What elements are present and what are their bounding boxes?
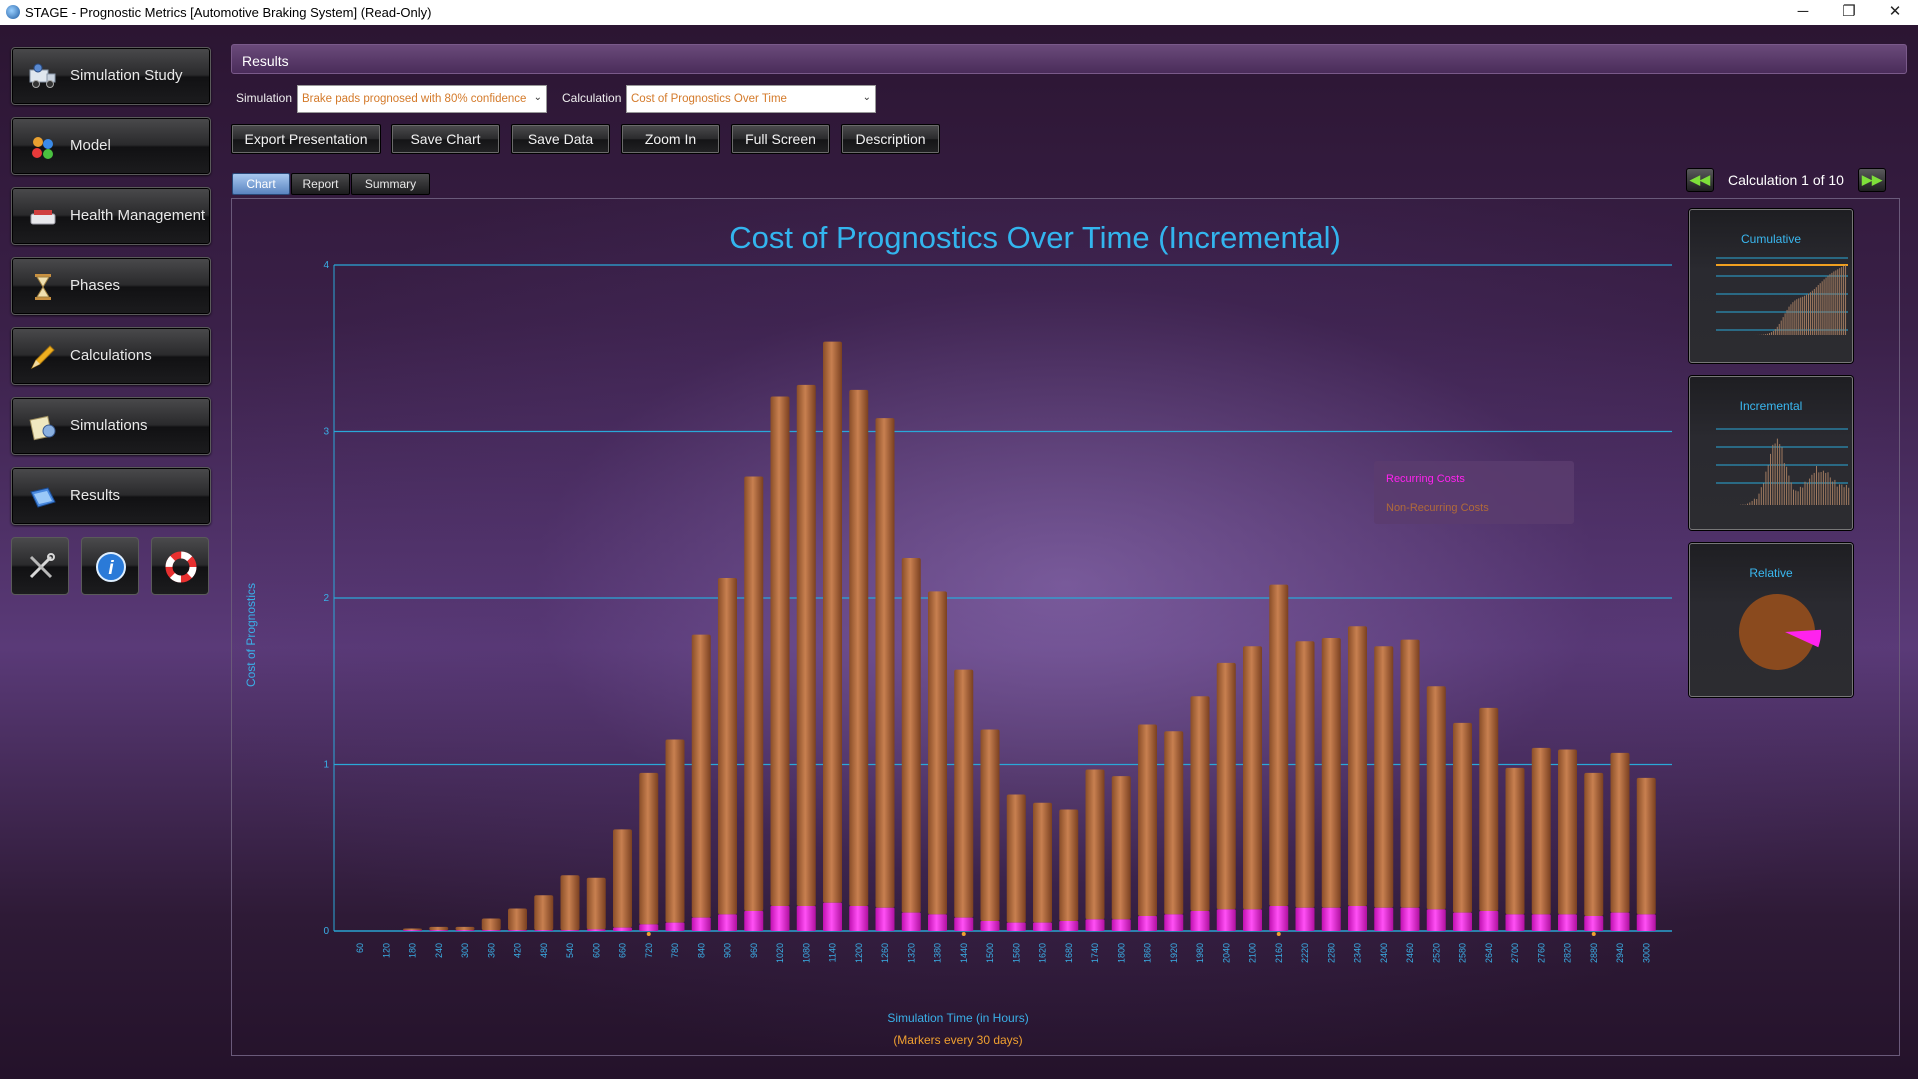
simulation-select[interactable]: Brake pads prognosed with 80% confidence…: [297, 85, 547, 113]
notepad-gear-icon: [29, 415, 56, 441]
truck-gear-icon: [29, 63, 56, 88]
zoom-in-button[interactable]: Zoom In: [621, 124, 720, 154]
sidebar-item-simulation-study[interactable]: Simulation Study: [11, 47, 211, 105]
app-icon: [6, 5, 20, 19]
sidebar-item-label: Model: [70, 137, 111, 154]
tools-button[interactable]: [11, 537, 69, 595]
chevron-down-icon: ⌄: [862, 92, 871, 103]
cumulative-mini-chart: [1716, 257, 1848, 335]
tab-chart[interactable]: Chart: [232, 173, 290, 195]
close-button[interactable]: ✕: [1888, 3, 1902, 20]
thumbnail-incremental[interactable]: Incremental: [1689, 376, 1853, 530]
calculation-label: Calculation: [562, 91, 622, 105]
help-button[interactable]: [151, 537, 209, 595]
svg-text:i: i: [108, 558, 114, 579]
thumbnail-title: Incremental: [1739, 399, 1803, 413]
pencil-icon: [30, 345, 55, 370]
chevron-down-icon: ⌄: [533, 92, 542, 103]
calculation-select[interactable]: Cost of Prognostics Over Time ⌄: [626, 85, 876, 113]
simulation-label: Simulation: [236, 91, 293, 105]
next-calculation-button[interactable]: ▶▶: [1858, 168, 1886, 192]
about-button[interactable]: i: [81, 537, 139, 595]
export-presentation-button[interactable]: Export Presentation: [231, 124, 381, 154]
sidebar-item-label: Health Management: [70, 207, 206, 224]
window-titlebar: STAGE - Prognostic Metrics [Automotive B…: [0, 0, 1918, 25]
tab-summary[interactable]: Summary: [351, 173, 430, 195]
lifebuoy-icon: [165, 551, 197, 583]
simulation-select-value: Brake pads prognosed with 80% confidence: [302, 93, 527, 105]
sidebar-item-model[interactable]: Model: [11, 117, 211, 175]
chart-book-icon: [30, 487, 56, 508]
sidebar-item-label: Simulation Study: [70, 67, 183, 84]
pie-slice-non-recurring: [1739, 594, 1815, 670]
sidebar-item-health-management[interactable]: Health Management: [11, 187, 211, 245]
info-icon: i: [96, 552, 126, 582]
results-title: Results: [242, 53, 289, 69]
incremental-mini-chart: [1716, 428, 1850, 505]
wrench-screwdriver-icon: [29, 553, 55, 579]
window-title: STAGE - Prognostic Metrics [Automotive B…: [25, 5, 432, 20]
save-chart-button[interactable]: Save Chart: [391, 124, 500, 154]
sidebar-item-label: Results: [70, 487, 121, 504]
save-data-button[interactable]: Save Data: [511, 124, 610, 154]
sidebar-item-label: Simulations: [70, 417, 148, 434]
molecule-icon: [32, 137, 53, 159]
previous-calculation-button[interactable]: ◀◀: [1686, 168, 1714, 192]
relative-mini-chart: [1739, 594, 1821, 670]
minimize-button[interactable]: ─: [1797, 3, 1809, 20]
hourglass-icon: [35, 274, 51, 300]
sidebar-item-simulations[interactable]: Simulations: [11, 397, 211, 455]
sidebar-item-label: Calculations: [70, 347, 152, 364]
calculation-select-value: Cost of Prognostics Over Time: [631, 93, 787, 105]
sidebar-item-calculations[interactable]: Calculations: [11, 327, 211, 385]
tab-report[interactable]: Report: [291, 173, 350, 195]
thumbnail-title: Relative: [1749, 566, 1793, 580]
full-screen-button[interactable]: Full Screen: [731, 124, 830, 154]
thumbnail-title: Cumulative: [1740, 232, 1802, 246]
sidebar-item-label: Phases: [70, 277, 121, 294]
thumbnail-relative[interactable]: Relative: [1689, 543, 1853, 697]
maximize-button[interactable]: ❐: [1842, 3, 1856, 20]
calculation-counter: Calculation 1 of 10: [1728, 172, 1844, 188]
pie-slice-recurring: [1785, 629, 1821, 648]
description-button[interactable]: Description: [841, 124, 940, 154]
chart-panel: [231, 198, 1900, 1056]
sidebar-item-results[interactable]: Results: [11, 467, 211, 525]
scale-icon: [30, 210, 56, 225]
results-header: Results: [231, 44, 1907, 74]
sidebar-item-phases[interactable]: Phases: [11, 257, 211, 315]
thumbnail-cumulative[interactable]: Cumulative: [1689, 209, 1853, 363]
